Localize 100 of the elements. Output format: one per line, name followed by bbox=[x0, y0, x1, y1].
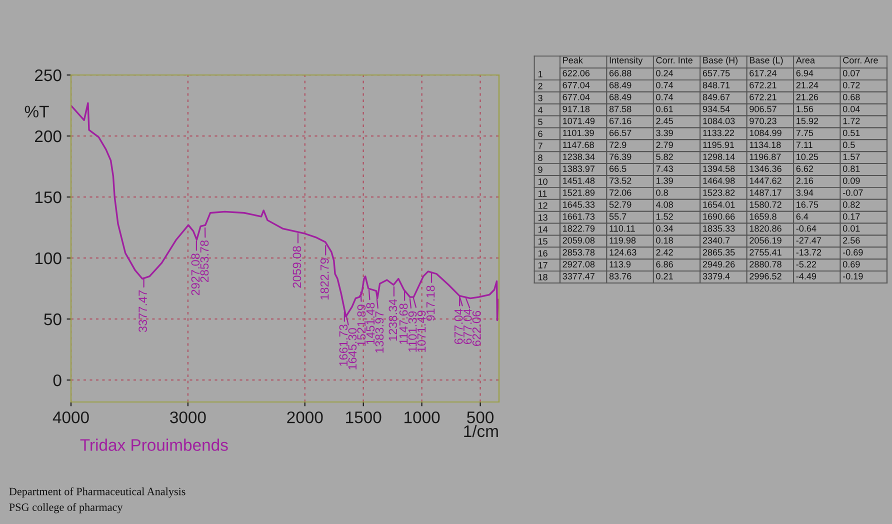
data-label: 1.72 bbox=[843, 118, 860, 124]
x-tick-label: Peak bbox=[563, 56, 583, 64]
y-tick-label: 14 bbox=[538, 226, 548, 233]
data-label: -13.72 bbox=[796, 249, 822, 256]
y-tick-label: 6 bbox=[538, 130, 542, 138]
data-label: 1084.03 bbox=[703, 118, 735, 124]
y-tick-label: 18 bbox=[538, 274, 548, 280]
data-label: 15.92 bbox=[796, 118, 818, 124]
x-tick-label: 2000 bbox=[287, 411, 323, 424]
data-label: 1487.17 bbox=[750, 189, 782, 196]
text: Tridax Prouimbends bbox=[80, 438, 228, 451]
data-label: 87.58 bbox=[609, 106, 632, 112]
data-label: 917.18 bbox=[562, 106, 590, 112]
data-label: 0.69 bbox=[842, 261, 860, 268]
y-tick-label: 250 bbox=[35, 69, 62, 82]
y-tick-label: 1 bbox=[538, 71, 542, 78]
x-tick-label: 4000 bbox=[52, 411, 89, 424]
data-label: 1196.87 bbox=[750, 154, 781, 160]
data-label: 1298.14 bbox=[703, 154, 735, 160]
data-label: 3377.47 bbox=[562, 273, 595, 280]
data-label: 0.21 bbox=[656, 273, 673, 280]
data-label: 7.75 bbox=[796, 130, 814, 136]
data-label: -0.64 bbox=[796, 225, 816, 232]
y-tick-label: 13 bbox=[538, 214, 548, 221]
text: PSG college of pharmacy bbox=[9, 503, 123, 514]
y-tick-label: 5 bbox=[538, 118, 542, 126]
data-label: 7.11 bbox=[796, 142, 812, 148]
data-label: 66.5 bbox=[610, 166, 626, 172]
data-label: 1134.18 bbox=[750, 142, 781, 148]
annotation: 1071.49 bbox=[417, 310, 426, 352]
data-label: 21.24 bbox=[796, 82, 818, 88]
y-tick-label: 7 bbox=[538, 142, 542, 149]
data-label: 0.72 bbox=[842, 82, 860, 88]
data-label: 1661.73 bbox=[563, 213, 595, 220]
data-label: 934.54 bbox=[702, 106, 730, 112]
y-tick-label: 200 bbox=[35, 130, 62, 142]
data-label: 849.67 bbox=[702, 94, 730, 100]
data-label: 2880.78 bbox=[750, 261, 782, 268]
annotation: 622.06 bbox=[472, 310, 481, 346]
annotation: 677.04 bbox=[454, 308, 463, 344]
data-label: 0.74 bbox=[656, 82, 674, 88]
data-label: 0.09 bbox=[842, 178, 860, 184]
data-label: 72.06 bbox=[610, 189, 632, 196]
data-label: -0.19 bbox=[843, 273, 863, 280]
data-label: 119.98 bbox=[610, 237, 636, 244]
data-label: 1820.86 bbox=[750, 225, 782, 232]
annotation: 1383.97 bbox=[375, 311, 384, 353]
data-label: -5.22 bbox=[796, 261, 816, 268]
data-label: 2865.35 bbox=[702, 249, 735, 256]
data-label: 1835.33 bbox=[703, 225, 735, 232]
data-label: 1690.66 bbox=[703, 213, 735, 220]
data-label: 1523.82 bbox=[703, 189, 735, 196]
annotation: 2059.08 bbox=[292, 246, 302, 288]
data-label: 0.8 bbox=[656, 189, 668, 196]
data-label: 1822.79 bbox=[563, 225, 595, 232]
data-label: 5.82 bbox=[656, 154, 673, 160]
annotation: 1661.73 bbox=[339, 324, 348, 366]
data-label: 1659.8 bbox=[750, 213, 776, 220]
data-label: 7.43 bbox=[656, 166, 673, 172]
text: Department of Pharmaceutical Analysis bbox=[9, 487, 186, 498]
annotation: 1822.79 bbox=[320, 258, 329, 300]
data-label: 677.04 bbox=[562, 94, 590, 100]
data-label: 1521.89 bbox=[563, 189, 595, 196]
x-axis-title: 1/cm bbox=[464, 424, 498, 438]
data-label: 6.4 bbox=[796, 213, 808, 220]
data-label: 1238.34 bbox=[563, 154, 595, 160]
data-label: 657.75 bbox=[702, 70, 730, 76]
data-label: 0.18 bbox=[656, 237, 673, 244]
y-axis-title: %T bbox=[24, 106, 49, 118]
annotation: 3377.47 bbox=[138, 290, 147, 332]
data-label: 1.56 bbox=[796, 106, 814, 112]
y-tick-label: 8 bbox=[538, 154, 542, 161]
y-tick-label: 3 bbox=[538, 94, 542, 102]
data-label: 0.34 bbox=[656, 225, 674, 232]
data-label: 2927.08 bbox=[562, 261, 595, 268]
x-tick-label: Corr. Are bbox=[843, 57, 878, 64]
data-label: 1084.99 bbox=[750, 130, 782, 136]
x-tick-label: 3000 bbox=[170, 411, 206, 424]
annotation: 1521.89 bbox=[357, 304, 366, 346]
data-label: 16.75 bbox=[796, 201, 818, 208]
data-label: 110.11 bbox=[610, 225, 635, 232]
data-label: 2.79 bbox=[656, 142, 673, 148]
data-label: 113.9 bbox=[610, 261, 631, 268]
data-label: 6.62 bbox=[796, 166, 814, 172]
data-label: 83.76 bbox=[609, 273, 632, 280]
data-label: 622.06 bbox=[562, 70, 590, 76]
data-label: 672.21 bbox=[750, 94, 776, 100]
annotation: 1238.34 bbox=[388, 299, 398, 341]
data-label: 0.74 bbox=[656, 94, 674, 100]
data-label: 1195.91 bbox=[703, 142, 734, 148]
data-label: 2996.52 bbox=[750, 273, 782, 280]
data-label: 66.57 bbox=[610, 130, 632, 136]
annotation: 2853.78 bbox=[200, 240, 209, 282]
data-label: 124.63 bbox=[610, 249, 636, 256]
y-tick-label: 10 bbox=[538, 178, 548, 185]
y-tick-label: 16 bbox=[538, 250, 548, 256]
data-label: 76.39 bbox=[610, 154, 632, 160]
annotation: 1451.48 bbox=[366, 302, 375, 344]
data-label: 906.57 bbox=[750, 106, 776, 112]
annotation: 1101.39 bbox=[408, 311, 417, 352]
